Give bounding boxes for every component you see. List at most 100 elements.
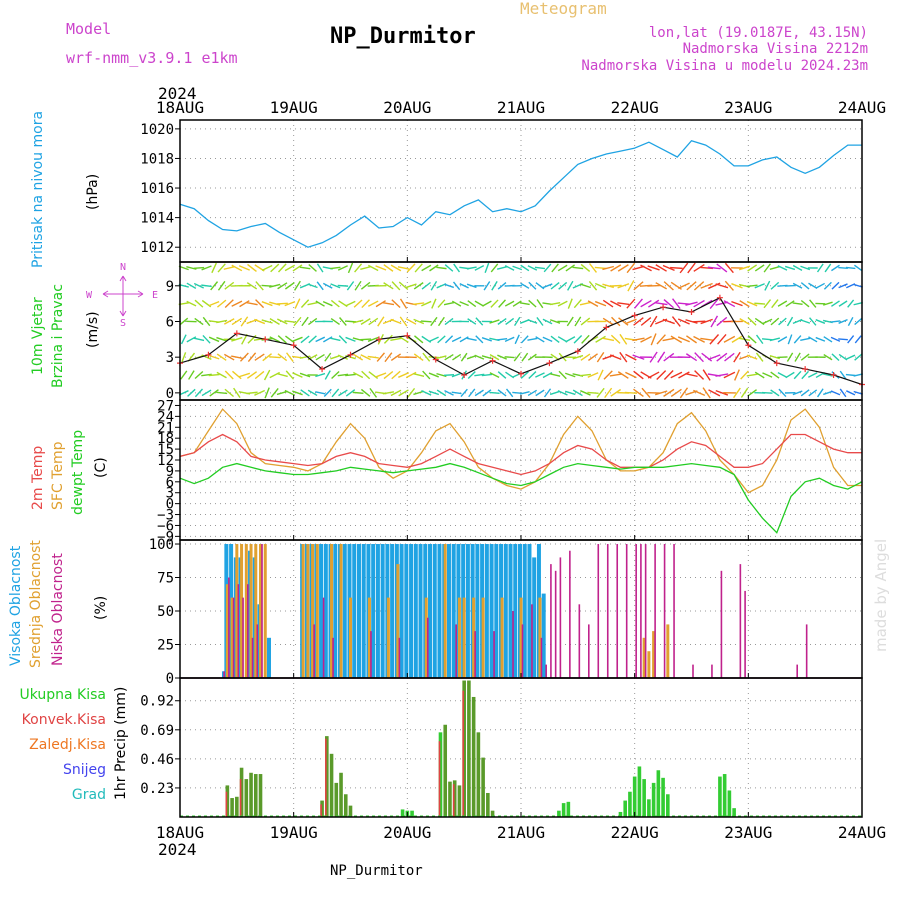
high-cloud-bar xyxy=(509,544,513,678)
wind-arrow xyxy=(810,300,816,308)
rain-bar xyxy=(245,779,249,817)
wind-arrow xyxy=(262,266,272,271)
rain-bar xyxy=(623,801,627,817)
rain-bar xyxy=(467,681,471,817)
wind-arrow xyxy=(693,321,706,322)
wind-arrow xyxy=(234,388,240,398)
pressure-unit-label: (hPa) xyxy=(85,174,101,210)
wind-arrow xyxy=(405,357,416,358)
wind-arrow xyxy=(764,264,770,272)
high-cloud-bar xyxy=(362,544,366,678)
low-cloud-bar xyxy=(256,624,258,678)
wind-arrow xyxy=(360,339,371,340)
wind-arrow xyxy=(550,303,560,305)
high-cloud-bar xyxy=(376,544,380,678)
wind-arrow xyxy=(778,301,787,306)
wind-arrow xyxy=(485,263,489,273)
wind-arrow xyxy=(520,303,530,305)
low-cloud-bar xyxy=(654,544,656,678)
wind-arrow xyxy=(832,282,839,289)
wind-arrow xyxy=(348,263,352,273)
wind-arrow xyxy=(778,373,787,378)
x-tick-bottom: 20AUG xyxy=(383,823,431,842)
wind-arrow xyxy=(537,299,543,307)
wind-arrow xyxy=(587,392,598,393)
wind-arrow xyxy=(572,267,583,268)
rain-bar xyxy=(728,790,732,817)
wind-arrow xyxy=(431,317,437,325)
wind-gust-marker xyxy=(689,309,695,315)
low-cloud-side-label: Niska Oblacnost xyxy=(50,553,66,666)
low-cloud-bar xyxy=(455,624,457,678)
wind-gust-marker xyxy=(802,366,808,372)
wind-arrow xyxy=(716,284,728,288)
wind-arrow xyxy=(543,337,552,341)
low-cloud-bar xyxy=(635,544,637,678)
wind-arrow xyxy=(568,299,572,309)
wind-arrow xyxy=(218,264,225,272)
wind-arrow xyxy=(461,389,467,396)
mid-cloud-bar xyxy=(340,544,343,678)
wind-arrow xyxy=(390,338,401,340)
wind-arrow xyxy=(187,337,196,342)
rain-bar xyxy=(486,793,490,817)
low-cloud-bar xyxy=(474,631,476,678)
wind-side-label-1: 10m Vjetar xyxy=(30,297,46,375)
wind-arrow xyxy=(663,319,675,323)
wind-arrow xyxy=(415,264,422,272)
wind-arrow xyxy=(287,353,294,362)
wind-arrow xyxy=(848,300,854,307)
conv-rain-bar xyxy=(325,739,327,817)
rain-bar xyxy=(249,773,253,817)
cloud-y-tick: 25 xyxy=(157,638,174,654)
wind-arrow xyxy=(580,284,590,287)
high-cloud-bar xyxy=(542,594,546,678)
high-cloud-bar xyxy=(466,544,470,678)
wind-arrow xyxy=(499,300,506,308)
wind-arrow xyxy=(685,374,697,377)
wind-arrow xyxy=(246,303,257,305)
wind-arrow xyxy=(247,372,256,379)
wind-arrow xyxy=(429,337,438,341)
wind-arrow xyxy=(355,264,362,272)
wind-arrow xyxy=(392,282,400,290)
rain-bar xyxy=(657,770,661,817)
wind-arrow xyxy=(625,319,636,323)
wind-arrow xyxy=(663,338,675,340)
wind-arrow xyxy=(741,388,747,397)
low-cloud-bar xyxy=(740,564,742,678)
wind-arrow xyxy=(277,374,288,377)
wind-arrow xyxy=(239,373,250,376)
wind-arrow xyxy=(383,392,394,394)
mid-cloud-bar xyxy=(264,544,267,678)
wind-arrow xyxy=(558,301,567,306)
compass-letter-e: E xyxy=(152,290,158,301)
wind-arrow xyxy=(695,371,704,380)
cloud-y-tick: 75 xyxy=(157,571,174,587)
high-cloud-bar xyxy=(433,544,437,678)
wind-arrow xyxy=(648,372,659,378)
wind-arrow xyxy=(331,300,339,306)
wind-arrow xyxy=(277,303,288,304)
high-cloud-bar xyxy=(409,544,413,678)
wind-arrow xyxy=(353,392,364,393)
wind-arrow xyxy=(581,354,590,360)
wind-arrow xyxy=(786,372,795,377)
compass-letter-s: S xyxy=(120,318,126,329)
wind-arrow xyxy=(617,303,629,305)
wind-arrow xyxy=(444,303,454,305)
low-cloud-bar xyxy=(560,557,562,678)
wind-arrow xyxy=(718,334,726,344)
wind-arrow xyxy=(846,355,855,359)
rain-bar xyxy=(230,798,234,817)
wind-arrow xyxy=(497,267,507,270)
wind-arrow xyxy=(816,338,825,342)
low-cloud-bar xyxy=(493,631,495,678)
high-cloud-bar xyxy=(437,544,441,678)
wind-arrow xyxy=(762,373,772,377)
wind-arrow xyxy=(529,282,536,289)
rain-bar xyxy=(334,783,338,817)
low-cloud-bar xyxy=(721,571,723,678)
mid-cloud-bar xyxy=(316,544,319,678)
conv-rain-bar xyxy=(226,792,228,817)
